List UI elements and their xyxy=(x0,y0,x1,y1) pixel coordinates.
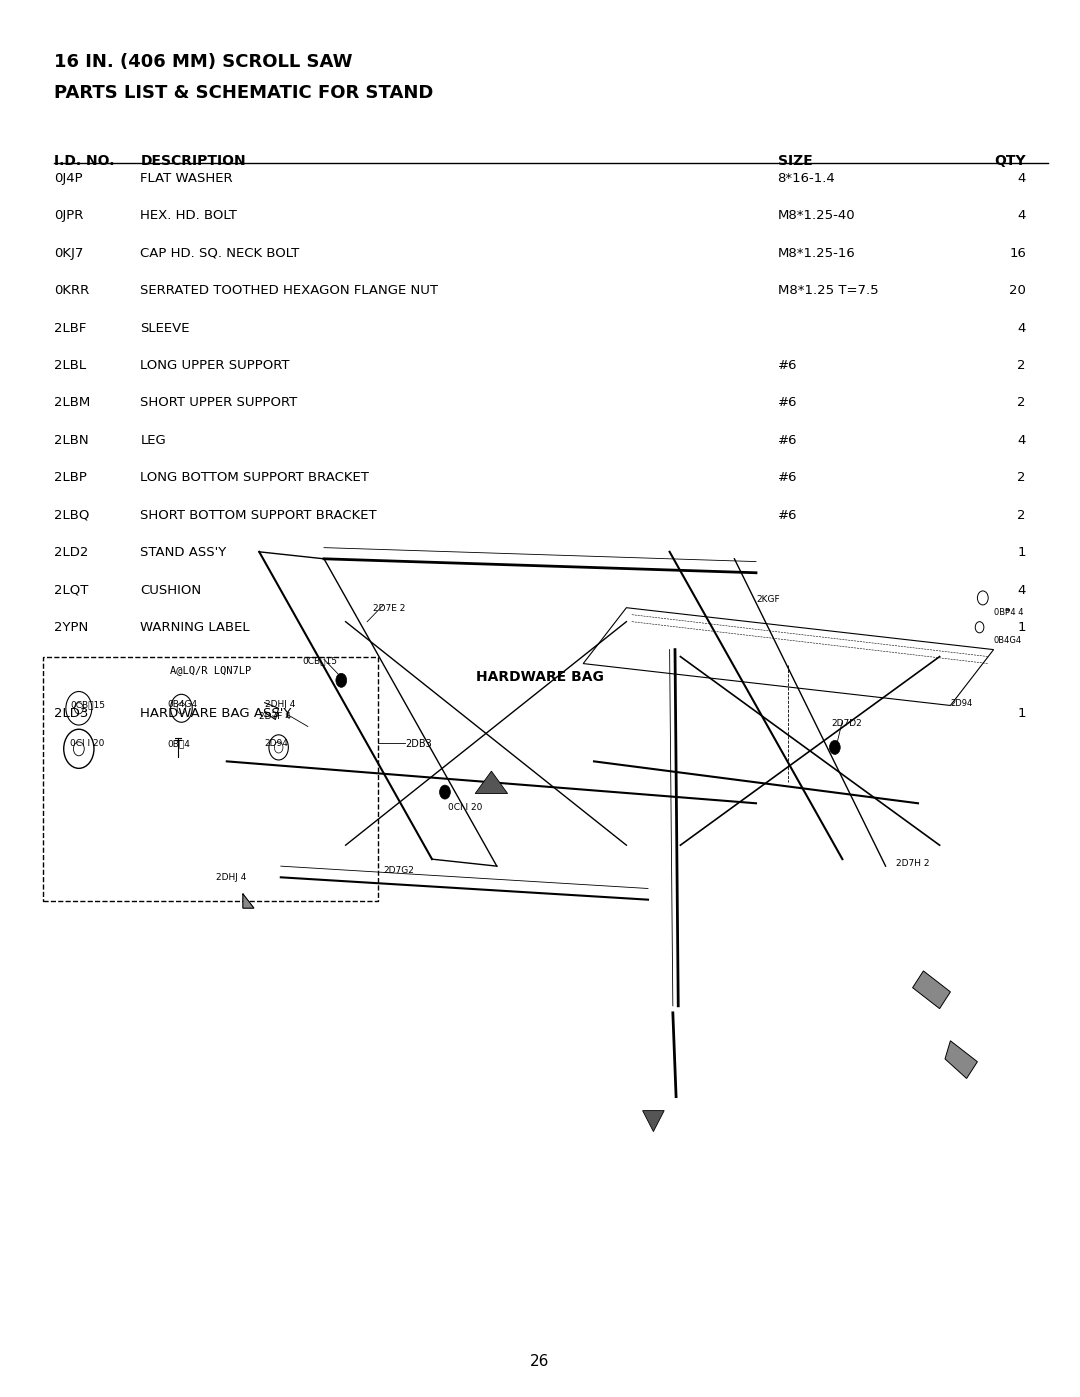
Text: 2LBM: 2LBM xyxy=(54,397,91,409)
Polygon shape xyxy=(945,1041,977,1078)
Polygon shape xyxy=(913,971,950,1009)
Text: I.D. NO.: I.D. NO. xyxy=(54,154,114,168)
Text: 2LBL: 2LBL xyxy=(54,359,86,372)
Text: 2D7E 2: 2D7E 2 xyxy=(373,604,405,612)
Text: 2LBQ: 2LBQ xyxy=(54,509,90,522)
Text: #6: #6 xyxy=(778,471,797,485)
Text: 2: 2 xyxy=(1017,509,1026,522)
Text: LONG BOTTOM SUPPORT BRACKET: LONG BOTTOM SUPPORT BRACKET xyxy=(140,471,369,485)
Text: 0JPR: 0JPR xyxy=(54,210,83,222)
Text: 2DHJ 4: 2DHJ 4 xyxy=(216,873,246,882)
Text: WARNING LABEL: WARNING LABEL xyxy=(140,622,251,634)
Polygon shape xyxy=(643,1111,664,1132)
Text: 0CB₶15: 0CB₶15 xyxy=(302,657,337,665)
Text: SLEEVE: SLEEVE xyxy=(140,321,190,335)
Text: 4: 4 xyxy=(1017,584,1026,597)
Text: 8*16-1.4: 8*16-1.4 xyxy=(778,172,835,184)
Text: 26: 26 xyxy=(530,1354,550,1369)
Text: HEX. HD. BOLT: HEX. HD. BOLT xyxy=(140,210,238,222)
Text: 2D7G2: 2D7G2 xyxy=(383,866,415,875)
Text: 2LBN: 2LBN xyxy=(54,434,89,447)
Circle shape xyxy=(336,673,347,687)
Text: 0CB₶15: 0CB₶15 xyxy=(70,700,105,708)
Text: 0J4P: 0J4P xyxy=(54,172,83,184)
Text: 0KJ7: 0KJ7 xyxy=(54,247,83,260)
Text: 1: 1 xyxy=(1017,707,1026,721)
Text: 2KGF: 2KGF xyxy=(756,595,780,604)
Text: 2D7H 2: 2D7H 2 xyxy=(896,859,930,868)
Text: 0B4G4: 0B4G4 xyxy=(167,700,198,708)
Text: 2D7F 4: 2D7F 4 xyxy=(259,712,292,721)
Text: 20: 20 xyxy=(1009,284,1026,298)
Polygon shape xyxy=(243,894,254,908)
Text: 2Ḋ94: 2Ḋ94 xyxy=(265,739,288,747)
Text: M8*1.25-16: M8*1.25-16 xyxy=(778,247,855,260)
Text: SHORT BOTTOM SUPPORT BRACKET: SHORT BOTTOM SUPPORT BRACKET xyxy=(140,509,377,522)
Text: HARDWARE BAG ASS'Y: HARDWARE BAG ASS'Y xyxy=(140,707,292,721)
Text: 2: 2 xyxy=(1017,397,1026,409)
Text: STAND ASS'Y: STAND ASS'Y xyxy=(140,546,227,559)
Text: 2DHJ 4: 2DHJ 4 xyxy=(265,700,295,708)
Text: 0B4G4: 0B4G4 xyxy=(994,636,1022,644)
Text: SHORT UPPER SUPPORT: SHORT UPPER SUPPORT xyxy=(140,397,298,409)
Text: 2LD3: 2LD3 xyxy=(54,707,89,721)
Circle shape xyxy=(829,740,840,754)
Text: 2Ḋ94: 2Ḋ94 xyxy=(950,698,973,707)
Text: 16: 16 xyxy=(1009,247,1026,260)
Text: QTY: QTY xyxy=(995,154,1026,168)
Text: 4: 4 xyxy=(1017,321,1026,335)
Text: LEG: LEG xyxy=(140,434,166,447)
Text: 2LBP: 2LBP xyxy=(54,471,86,485)
Text: 2LD2: 2LD2 xyxy=(54,546,89,559)
Text: #6: #6 xyxy=(778,509,797,522)
Polygon shape xyxy=(475,771,508,793)
Text: CAP HD. SQ. NECK BOLT: CAP HD. SQ. NECK BOLT xyxy=(140,247,299,260)
Text: #6: #6 xyxy=(778,359,797,372)
Text: 0KRR: 0KRR xyxy=(54,284,90,298)
Text: 2: 2 xyxy=(1017,359,1026,372)
Text: FLAT WASHER: FLAT WASHER xyxy=(140,172,233,184)
Text: 4: 4 xyxy=(1017,210,1026,222)
Text: DESCRIPTION: DESCRIPTION xyxy=(140,154,246,168)
Text: 0B₶4: 0B₶4 xyxy=(167,739,190,747)
Text: PARTS LIST & SCHEMATIC FOR STAND: PARTS LIST & SCHEMATIC FOR STAND xyxy=(54,84,433,102)
Text: CUSHION: CUSHION xyxy=(140,584,202,597)
Text: A@LQ/R LQN7LP: A@LQ/R LQN7LP xyxy=(170,665,252,675)
Text: 16 IN. (406 MM) SCROLL SAW: 16 IN. (406 MM) SCROLL SAW xyxy=(54,53,352,71)
Text: 2YPN: 2YPN xyxy=(54,622,89,634)
Text: 2LBF: 2LBF xyxy=(54,321,86,335)
Text: 4: 4 xyxy=(1017,172,1026,184)
Text: 2DB3: 2DB3 xyxy=(405,739,432,749)
Text: M8*1.25-40: M8*1.25-40 xyxy=(778,210,855,222)
Circle shape xyxy=(440,785,450,799)
Text: SIZE: SIZE xyxy=(778,154,812,168)
Text: 1: 1 xyxy=(1017,622,1026,634)
Text: 1: 1 xyxy=(1017,546,1026,559)
Text: LONG UPPER SUPPORT: LONG UPPER SUPPORT xyxy=(140,359,289,372)
Text: 2D7D2: 2D7D2 xyxy=(832,719,862,728)
Text: 2LQT: 2LQT xyxy=(54,584,89,597)
Text: #6: #6 xyxy=(778,397,797,409)
Text: SERRATED TOOTHED HEXAGON FLANGE NUT: SERRATED TOOTHED HEXAGON FLANGE NUT xyxy=(140,284,438,298)
Text: 0CI I 20: 0CI I 20 xyxy=(70,739,105,747)
Text: 4: 4 xyxy=(1017,434,1026,447)
Text: 2: 2 xyxy=(1017,471,1026,485)
Text: HARDWARE BAG: HARDWARE BAG xyxy=(476,669,604,683)
Text: #6: #6 xyxy=(778,434,797,447)
Text: 0CI I 20: 0CI I 20 xyxy=(448,803,483,812)
Text: 0B₱4 4: 0B₱4 4 xyxy=(994,608,1023,616)
Text: M8*1.25 T=7.5: M8*1.25 T=7.5 xyxy=(778,284,878,298)
